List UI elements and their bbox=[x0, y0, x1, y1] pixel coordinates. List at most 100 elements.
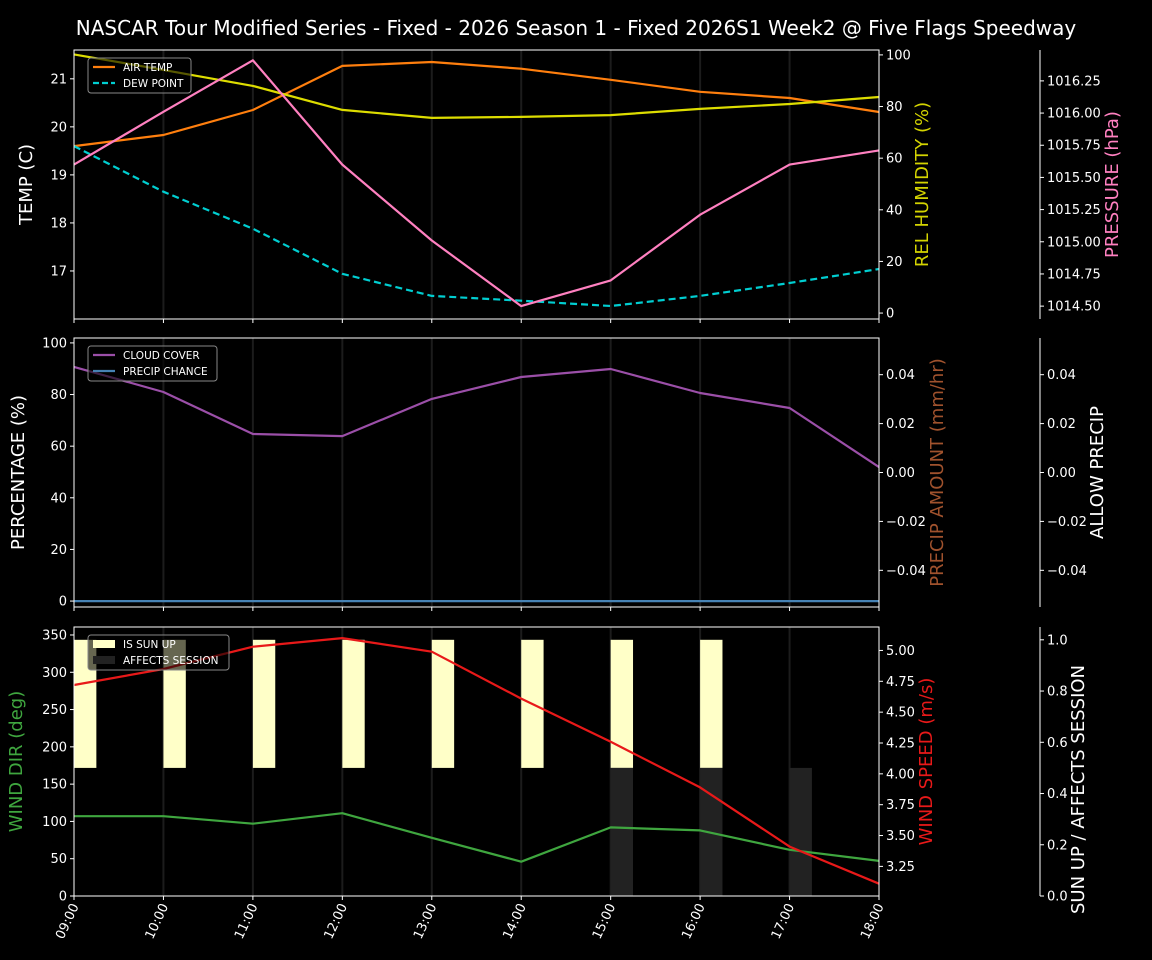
right-tick-label: 5.00 bbox=[886, 644, 915, 659]
plot-frame bbox=[73, 49, 880, 320]
far_right-tick-label: −0.02 bbox=[1047, 515, 1087, 530]
left-tick-label: 0 bbox=[59, 890, 67, 905]
far_right-axis-label: ALLOW PRECIP bbox=[1087, 406, 1108, 539]
far_right-tick-label: −0.04 bbox=[1047, 564, 1087, 579]
right-tick-label: 4.00 bbox=[886, 767, 915, 782]
legend-box bbox=[87, 345, 218, 382]
right-tick-label: 80 bbox=[886, 100, 903, 115]
far_right-tick-label: 1.0 bbox=[1047, 633, 1068, 648]
panel-1: 17 18 19 20 21 TEMP (C) 0 20 40 60 80 100 REL HUMIDI… bbox=[16, 48, 1123, 323]
right-tick-label: −0.02 bbox=[886, 515, 926, 530]
left-tick-label: 20 bbox=[50, 120, 67, 135]
legend-label: IS SUN UP bbox=[123, 639, 176, 651]
bar-affects-session bbox=[610, 767, 634, 896]
right-tick-label: 20 bbox=[886, 255, 903, 270]
right-tick-label: 3.25 bbox=[886, 860, 915, 875]
bar-is-sun-up bbox=[700, 639, 723, 768]
far_right-axis-label: SUN UP / AFFECTS SESSION bbox=[1068, 665, 1089, 914]
right-tick-label: 0.02 bbox=[886, 417, 915, 432]
chart-title: NASCAR Tour Modified Series - Fixed - 20… bbox=[76, 16, 1077, 40]
panel-2: 0 20 40 60 80 100 PERCENTAGE (%) −0.04 −0.02 0.00… bbox=[8, 336, 1108, 611]
left-tick-label: 17 bbox=[50, 264, 67, 279]
legend-swatch bbox=[93, 640, 115, 648]
far_right-tick-label: 1016.00 bbox=[1047, 107, 1101, 122]
left-tick-label: 21 bbox=[50, 72, 67, 87]
left-tick-label: 350 bbox=[42, 628, 67, 643]
right-axis-label: PRECIP AMOUNT (mm/hr) bbox=[927, 358, 948, 587]
far_right-tick-label: 1015.75 bbox=[1047, 139, 1101, 154]
plot-frame bbox=[73, 626, 880, 897]
left-tick-label: 250 bbox=[42, 703, 67, 718]
right-tick-label: 100 bbox=[886, 48, 911, 63]
left-tick-label: 40 bbox=[50, 491, 67, 506]
bar-is-sun-up bbox=[74, 639, 97, 768]
legend-box bbox=[87, 634, 230, 671]
far_right-tick-label: 0.2 bbox=[1047, 838, 1068, 853]
legend-swatch bbox=[93, 656, 115, 664]
right-tick-label: 0 bbox=[886, 307, 894, 322]
right-tick-label: 0.04 bbox=[886, 368, 915, 383]
right-tick-label: 0.00 bbox=[886, 466, 915, 481]
bar-is-sun-up bbox=[163, 639, 186, 768]
far_right-tick-label: 0.04 bbox=[1047, 368, 1076, 383]
right-tick-label: −0.04 bbox=[886, 564, 926, 579]
bar-is-sun-up bbox=[610, 639, 634, 768]
far_right-tick-label: 1015.25 bbox=[1047, 203, 1101, 218]
left-axis-label: WIND DIR (deg) bbox=[6, 691, 27, 833]
left-axis-label: TEMP (C) bbox=[16, 144, 37, 226]
legend-label: PRECIP CHANCE bbox=[123, 366, 208, 378]
left-tick-label: 200 bbox=[42, 740, 67, 755]
legend-label: DEW POINT bbox=[123, 78, 184, 90]
series-line-far_right bbox=[73, 59, 880, 308]
left-tick-label: 19 bbox=[50, 168, 67, 183]
far_right-axis-label: PRESSURE (hPa) bbox=[1102, 111, 1123, 258]
far_right-tick-label: 1014.75 bbox=[1047, 267, 1101, 282]
legend: AIR TEMP DEW POINT bbox=[87, 57, 192, 94]
far_right-tick-label: 0.8 bbox=[1047, 685, 1068, 700]
legend-label: CLOUD COVER bbox=[123, 350, 200, 362]
left-tick-label: 300 bbox=[42, 666, 67, 681]
left-tick-label: 50 bbox=[50, 852, 67, 867]
far_right-tick-label: 0.02 bbox=[1047, 417, 1076, 432]
series-line-dew-point bbox=[73, 145, 880, 308]
legend-label: AFFECTS SESSION bbox=[123, 655, 219, 667]
series-line-cloud-cover bbox=[73, 365, 880, 469]
left-tick-label: 60 bbox=[50, 440, 67, 455]
far_right-tick-label: 1015.50 bbox=[1047, 171, 1101, 186]
bar-is-sun-up bbox=[431, 639, 455, 768]
far_right-tick-label: 0.4 bbox=[1047, 787, 1068, 802]
series-line-air-temp bbox=[73, 60, 880, 148]
left-tick-label: 150 bbox=[42, 778, 67, 793]
bar-is-sun-up bbox=[342, 639, 365, 768]
legend: IS SUN UP AFFECTS SESSION bbox=[87, 634, 230, 671]
right-tick-label: 40 bbox=[886, 203, 903, 218]
right-tick-label: 4.50 bbox=[886, 706, 915, 721]
far_right-tick-label: 1015.00 bbox=[1047, 235, 1101, 250]
legend-label: AIR TEMP bbox=[123, 62, 172, 74]
right-tick-label: 3.75 bbox=[886, 798, 915, 813]
right-axis-label: WIND SPEED (m/s) bbox=[916, 678, 937, 846]
left-tick-label: 0 bbox=[59, 595, 67, 610]
series-line-left bbox=[74, 812, 880, 863]
bar-is-sun-up bbox=[252, 639, 276, 768]
left-axis-label: PERCENTAGE (%) bbox=[8, 395, 29, 550]
left-tick-label: 100 bbox=[42, 336, 67, 351]
right-tick-label: 4.25 bbox=[886, 736, 915, 751]
left-tick-label: 20 bbox=[50, 543, 67, 558]
left-tick-label: 80 bbox=[50, 388, 67, 403]
far_right-tick-label: 1014.50 bbox=[1047, 300, 1101, 315]
right-tick-label: 3.50 bbox=[886, 829, 915, 844]
far_right-tick-label: 1016.25 bbox=[1047, 74, 1101, 89]
bar-affects-session bbox=[789, 767, 812, 896]
far_right-tick-label: 0.0 bbox=[1047, 890, 1068, 905]
legend: CLOUD COVER PRECIP CHANCE bbox=[87, 345, 218, 382]
left-tick-label: 18 bbox=[50, 216, 67, 231]
series-line-right bbox=[73, 53, 880, 120]
right-axis-label: REL HUMIDITY (%) bbox=[912, 102, 933, 267]
right-tick-label: 4.75 bbox=[886, 675, 915, 690]
far_right-tick-label: 0.00 bbox=[1047, 466, 1076, 481]
right-tick-label: 60 bbox=[886, 152, 903, 167]
far_right-tick-label: 0.6 bbox=[1047, 736, 1068, 751]
